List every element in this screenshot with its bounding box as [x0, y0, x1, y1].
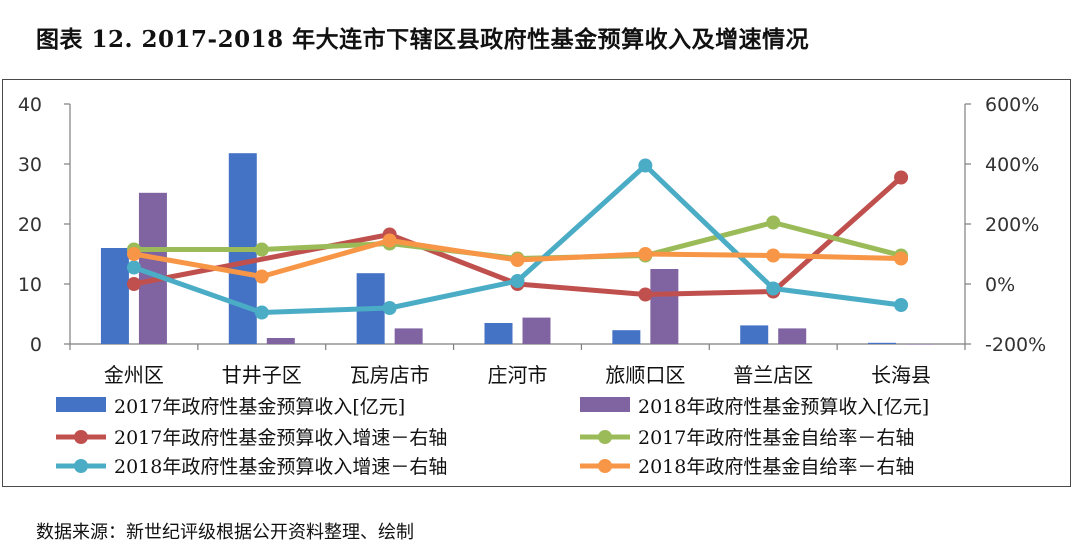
bar [778, 328, 807, 344]
bar [394, 328, 423, 344]
data-point [382, 233, 397, 248]
right-tick-label: 600% [985, 94, 1039, 116]
bar [522, 317, 551, 344]
data-point [510, 274, 525, 288]
legend-swatch-marker [74, 459, 88, 473]
legend-swatch [56, 397, 106, 412]
legend-label: 2017年政府性基金预算收入[亿元] [114, 396, 405, 418]
legend-label: 2018年政府性基金预算收入增速－右轴 [114, 456, 447, 478]
source-note: 数据来源：新世纪评级根据公开资料整理、绘制 [36, 522, 414, 543]
legend-label: 2018年政府性基金自给率－右轴 [638, 456, 914, 478]
category-label: 庄河市 [488, 363, 548, 387]
data-point [638, 287, 653, 302]
bar [100, 248, 129, 344]
data-point [254, 269, 269, 284]
bar [868, 342, 897, 344]
bar [650, 269, 679, 344]
data-point [126, 247, 141, 261]
bar [484, 323, 513, 344]
category-label: 长海县 [871, 363, 931, 387]
data-point [638, 247, 653, 261]
bar [906, 344, 935, 345]
category-label: 普兰店区 [733, 363, 813, 387]
data-point [126, 277, 141, 291]
data-point [766, 281, 781, 296]
data-point [638, 158, 653, 173]
legend-swatch [580, 397, 630, 412]
left-tick-label: 40 [18, 94, 42, 116]
left-tick-label: 30 [18, 154, 42, 176]
data-point [254, 242, 269, 257]
right-tick-label: -200% [985, 334, 1046, 356]
bar [266, 338, 295, 344]
data-point [894, 170, 909, 185]
data-point [382, 301, 397, 315]
legend-label: 2017年政府性基金预算收入增速－右轴 [114, 427, 447, 449]
legend-swatch-marker [74, 430, 88, 444]
right-tick-label: 200% [985, 214, 1039, 236]
data-point [766, 215, 781, 230]
data-point [126, 260, 141, 275]
data-point [894, 298, 909, 312]
legend-swatch-marker [598, 430, 612, 444]
right-tick-label: 400% [985, 154, 1039, 176]
right-tick-label: 0% [985, 274, 1015, 296]
legend-label: 2017年政府性基金自给率－右轴 [638, 427, 914, 449]
left-tick-label: 20 [18, 214, 42, 236]
legend-swatch-marker [598, 459, 612, 473]
left-tick-label: 10 [18, 274, 42, 296]
series-line [133, 175, 903, 297]
data-point [766, 248, 781, 263]
data-point [254, 305, 269, 320]
category-label: 瓦房店市 [350, 363, 430, 387]
legend-label: 2018年政府性基金预算收入[亿元] [638, 396, 929, 418]
category-label: 金州区 [104, 363, 164, 387]
bar [612, 330, 641, 344]
category-label: 甘井子区 [222, 363, 302, 387]
chart-title: 图表 12. 2017-2018 年大连市下辖区县政府性基金预算收入及增速情况 [36, 26, 810, 53]
category-label: 旅顺口区 [605, 363, 685, 387]
data-point [894, 251, 909, 266]
bar [740, 325, 769, 344]
left-tick-label: 0 [30, 334, 42, 356]
data-point [510, 253, 525, 267]
chart-frame [2, 79, 1071, 487]
